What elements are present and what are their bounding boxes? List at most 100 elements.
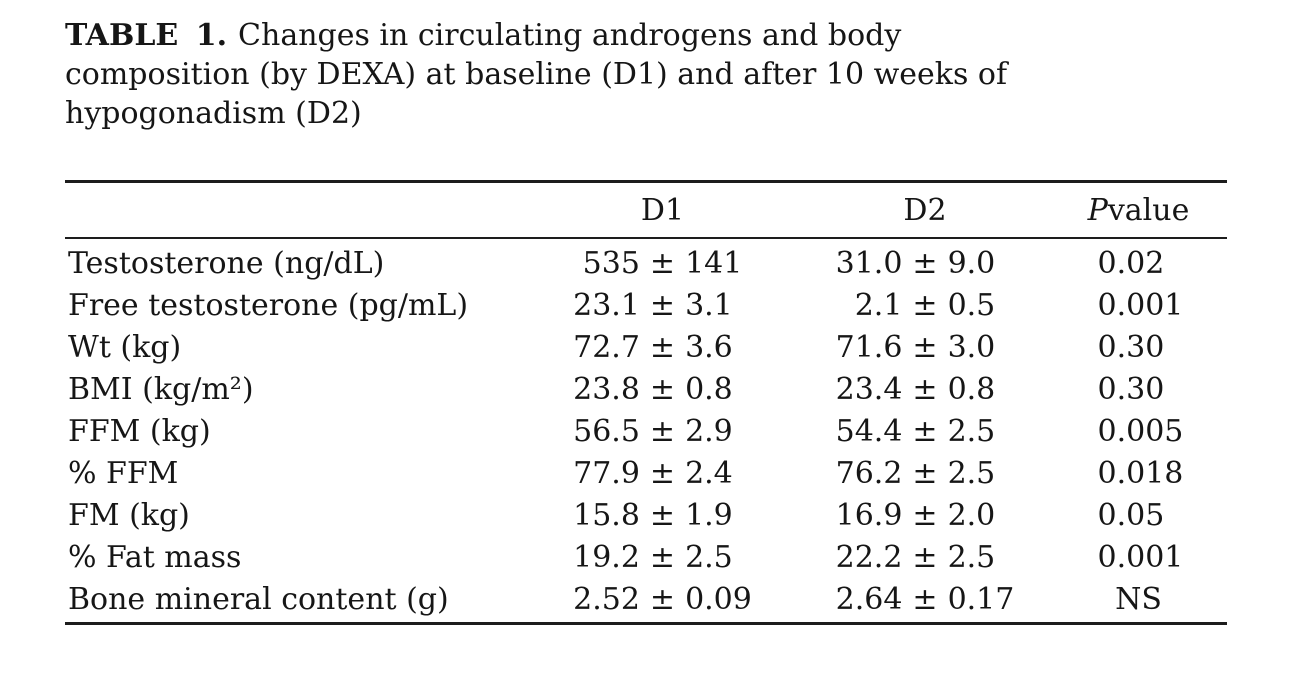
bottom-rule [65,622,1227,625]
p-value: NS [1115,581,1162,617]
cell-d1: 19.2 ±2.5 [525,540,800,575]
cell-d2: 71.6 ±3.0 [800,330,1050,365]
mean-value: 23.1 [573,287,640,323]
plus-minus-sign: ± [912,287,938,323]
p-value: 0.05 [1097,497,1165,533]
p-value: 0.005 [1097,413,1184,449]
sd-value: 2.5 [947,413,996,449]
mean-value: 54.4 [835,413,903,449]
caption-line-3: hypogonadism (D2) [65,96,362,131]
sd-value: 0.17 [947,581,1015,617]
cell-d2: 54.4 ±2.5 [800,414,1050,449]
mean-value: 2.64 [835,581,903,617]
cell-pvalue: 0.30 [1050,372,1227,407]
cell-d2: 16.9 ±2.0 [800,498,1050,533]
sd-value: 1.9 [685,497,733,533]
plus-minus-sign: ± [649,413,676,449]
cell-d1: 535 ±141 [525,246,800,281]
cell-d1: 23.1 ±3.1 [525,288,800,323]
p-value: 0.30 [1097,329,1165,365]
row-label: Wt (kg) [68,329,182,365]
p-value: 0.001 [1097,287,1184,323]
cell-d2: 2.1 ±0.5 [800,288,1050,323]
sd-value: 2.5 [947,455,996,491]
plus-minus-sign: ± [912,245,938,281]
sd-value: 2.4 [685,455,733,491]
cell-pvalue: 0.018 [1050,456,1227,491]
caption-line-1: TABLE 1. Changes in circulating androgens… [65,16,1007,55]
table-row: FM (kg) 15.8 ±1.9 16.9 ±2.0 0.05 [65,494,1227,536]
sd-value: 0.09 [685,581,752,617]
mean-value: 56.5 [573,413,640,449]
table-header-row: D1 D2 P value [65,183,1227,237]
mean-value: 16.9 [835,497,903,533]
sd-value: 2.5 [947,539,996,575]
table-body: Testosterone (ng/dL) 535 ±141 31.0 ±9.0 0.02 F… [65,239,1227,622]
plus-minus-sign: ± [649,371,676,407]
cell-pvalue: 0.005 [1050,414,1227,449]
cell-pvalue: 0.001 [1050,288,1227,323]
sd-value: 2.0 [947,497,996,533]
sd-value: 2.5 [685,539,733,575]
table-row: Wt (kg) 72.7 ±3.6 71.6 ±3.0 0.30 [65,326,1227,368]
row-label: FFM (kg) [68,413,211,449]
sd-value: 3.6 [685,329,733,365]
top-rule [65,180,1227,183]
mean-value: 76.2 [835,455,903,491]
table-row: BMI (kg/m²) 23.8 ±0.8 23.4 ±0.8 0.30 [65,368,1227,410]
row-label: Testosterone (ng/dL) [68,245,385,281]
cell-d2: 22.2 ±2.5 [800,540,1050,575]
row-label: FM (kg) [68,497,190,533]
sd-value: 0.8 [685,371,733,407]
plus-minus-sign: ± [912,329,938,365]
plus-minus-sign: ± [649,581,676,617]
table-row: Testosterone (ng/dL) 535 ±141 31.0 ±9.0 0.02 [65,242,1227,284]
data-table: D1 D2 P value Testosterone (ng/dL) 535 ±14… [65,180,1227,625]
table-row: FFM (kg) 56.5 ±2.9 54.4 ±2.5 0.005 [65,410,1227,452]
mean-value: 535 [582,245,640,281]
mean-value: 2.1 [854,287,903,323]
plus-minus-sign: ± [649,245,676,281]
cell-d2: 2.64 ±0.17 [800,582,1050,617]
row-label: Free testosterone (pg/mL) [68,287,469,323]
plus-minus-sign: ± [912,371,938,407]
cell-d2: 23.4 ±0.8 [800,372,1050,407]
plus-minus-sign: ± [649,455,676,491]
plus-minus-sign: ± [649,497,676,533]
table-number: TABLE 1. [65,18,228,53]
mean-value: 15.8 [573,497,640,533]
p-italic: P [1087,192,1108,228]
plus-minus-sign: ± [649,329,676,365]
cell-d1: 23.8 ±0.8 [525,372,800,407]
cell-pvalue: 0.02 [1050,246,1227,281]
cell-d1: 15.8 ±1.9 [525,498,800,533]
mean-value: 31.0 [835,245,903,281]
cell-pvalue: 0.05 [1050,498,1227,533]
mean-value: 23.4 [835,371,903,407]
row-label: % FFM [68,455,179,491]
caption-line-2: composition (by DEXA) at baseline (D1) a… [65,57,1008,92]
mean-value: 23.8 [573,371,640,407]
plus-minus-sign: ± [649,539,676,575]
plus-minus-sign: ± [912,581,938,617]
cell-d1: 56.5 ±2.9 [525,414,800,449]
mean-value: 77.9 [573,455,640,491]
cell-d1: 2.52 ±0.09 [525,582,800,617]
plus-minus-sign: ± [912,413,938,449]
cell-d2: 31.0 ±9.0 [800,246,1050,281]
plus-minus-sign: ± [912,539,938,575]
row-label: Bone mineral content (g) [68,581,449,617]
header-rule [65,237,1227,239]
table-row: Free testosterone (pg/mL) 23.1 ±3.1 2.1 ±0.5… [65,284,1227,326]
column-header-d1: D1 [640,192,685,228]
p-value: 0.018 [1097,455,1184,491]
column-header-pvalue: P value [1050,193,1227,228]
mean-value: 72.7 [573,329,640,365]
plus-minus-sign: ± [912,455,938,491]
p-value: 0.02 [1097,245,1165,281]
table-caption: TABLE 1. Changes in circulating androgens… [65,16,1007,133]
mean-value: 22.2 [835,539,903,575]
cell-pvalue: 0.30 [1050,330,1227,365]
cell-d2: 76.2 ±2.5 [800,456,1050,491]
